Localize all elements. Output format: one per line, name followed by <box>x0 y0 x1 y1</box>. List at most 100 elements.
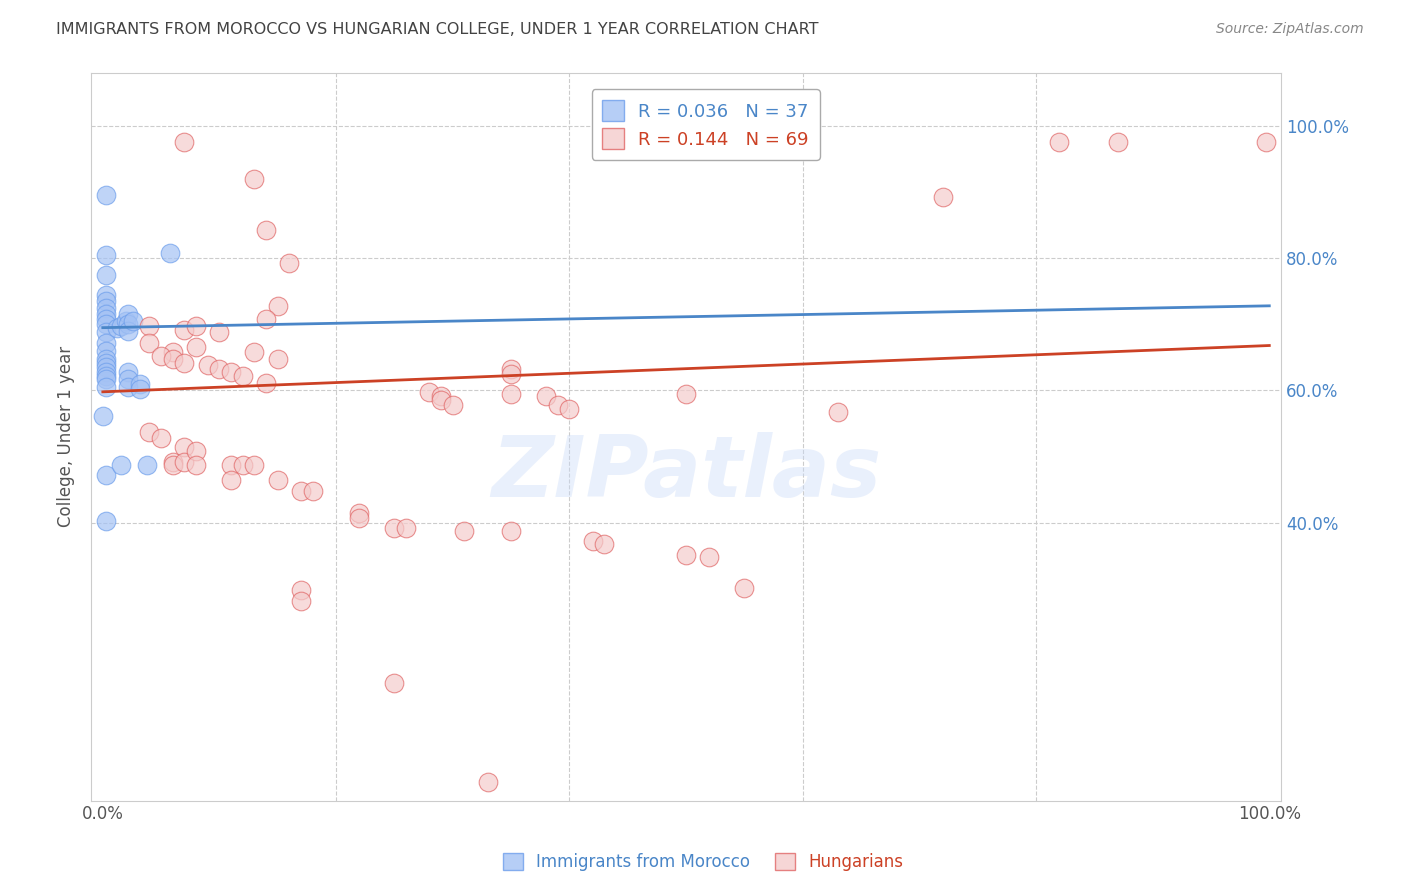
Point <box>593 537 616 551</box>
Point <box>501 367 523 381</box>
Point <box>138 318 160 333</box>
Point <box>349 506 371 520</box>
Point <box>267 351 290 366</box>
Point <box>173 136 195 150</box>
Point <box>91 409 114 423</box>
Text: Source: ZipAtlas.com: Source: ZipAtlas.com <box>1216 22 1364 37</box>
Point <box>117 380 139 394</box>
Point <box>96 365 118 379</box>
Point <box>733 581 755 595</box>
Point <box>115 314 138 328</box>
Point <box>931 190 953 204</box>
Point <box>117 307 139 321</box>
Point <box>558 402 581 417</box>
Point <box>534 389 557 403</box>
Point <box>138 335 160 350</box>
Point <box>349 510 371 524</box>
Point <box>501 524 523 538</box>
Point <box>254 223 277 237</box>
Point <box>208 326 231 340</box>
Point <box>1047 136 1070 150</box>
Point <box>547 398 569 412</box>
Text: IMMIGRANTS FROM MOROCCO VS HUNGARIAN COLLEGE, UNDER 1 YEAR CORRELATION CHART: IMMIGRANTS FROM MOROCCO VS HUNGARIAN COL… <box>56 22 818 37</box>
Point <box>441 398 464 412</box>
Point <box>150 431 173 445</box>
Point <box>96 248 118 262</box>
Y-axis label: College, Under 1 year: College, Under 1 year <box>58 346 75 527</box>
Point <box>96 380 118 394</box>
Point <box>117 318 139 332</box>
Point <box>243 345 266 359</box>
Point <box>184 341 207 355</box>
Point <box>254 376 277 390</box>
Point <box>267 299 290 313</box>
Point <box>117 324 139 338</box>
Point <box>290 594 312 608</box>
Point <box>290 583 312 598</box>
Point <box>173 356 195 370</box>
Point <box>267 473 290 487</box>
Point <box>675 386 697 401</box>
Point <box>96 188 118 202</box>
Point <box>501 386 523 401</box>
Point <box>96 312 118 326</box>
Point <box>453 524 475 538</box>
Point <box>150 349 173 363</box>
Point <box>384 676 406 690</box>
Point <box>96 268 118 282</box>
Point <box>96 335 118 350</box>
Point <box>96 301 118 315</box>
Point <box>96 359 118 374</box>
Point <box>173 440 195 454</box>
Point <box>129 376 152 391</box>
Point <box>477 775 499 789</box>
Point <box>117 371 139 385</box>
Point <box>219 473 242 487</box>
Point <box>96 326 118 340</box>
Point <box>122 314 145 328</box>
Point <box>96 468 118 483</box>
Point <box>301 483 323 498</box>
Point <box>96 307 118 321</box>
Point <box>827 405 849 419</box>
Point <box>117 365 139 379</box>
Point <box>159 246 181 260</box>
Point <box>173 455 195 469</box>
Text: ZIPatlas: ZIPatlas <box>491 432 882 515</box>
Legend: R = 0.036   N = 37, R = 0.144   N = 69: R = 0.036 N = 37, R = 0.144 N = 69 <box>592 89 820 160</box>
Point <box>105 320 128 334</box>
Point <box>290 483 312 498</box>
Point <box>162 345 184 359</box>
Point <box>219 458 242 472</box>
Point <box>501 362 523 376</box>
Point <box>162 458 184 472</box>
Point <box>184 458 207 472</box>
Point <box>254 312 277 326</box>
Point <box>96 294 118 309</box>
Point <box>184 444 207 458</box>
Point <box>96 343 118 358</box>
Point <box>136 458 159 472</box>
Point <box>197 359 219 373</box>
Point <box>96 371 118 385</box>
Point <box>208 362 231 376</box>
Point <box>96 351 118 366</box>
Point <box>184 318 207 333</box>
Point <box>219 365 242 379</box>
Legend: Immigrants from Morocco, Hungarians: Immigrants from Morocco, Hungarians <box>495 845 911 880</box>
Point <box>96 368 118 383</box>
Point <box>138 425 160 439</box>
Point <box>96 318 118 332</box>
Point <box>96 356 118 370</box>
Point <box>1254 136 1277 150</box>
Point <box>699 550 721 565</box>
Point <box>278 256 301 270</box>
Point <box>675 548 697 562</box>
Point <box>96 287 118 301</box>
Point <box>430 393 453 408</box>
Point <box>418 384 440 399</box>
Point <box>96 515 118 529</box>
Point <box>162 455 184 469</box>
Point <box>395 521 418 535</box>
Point <box>243 458 266 472</box>
